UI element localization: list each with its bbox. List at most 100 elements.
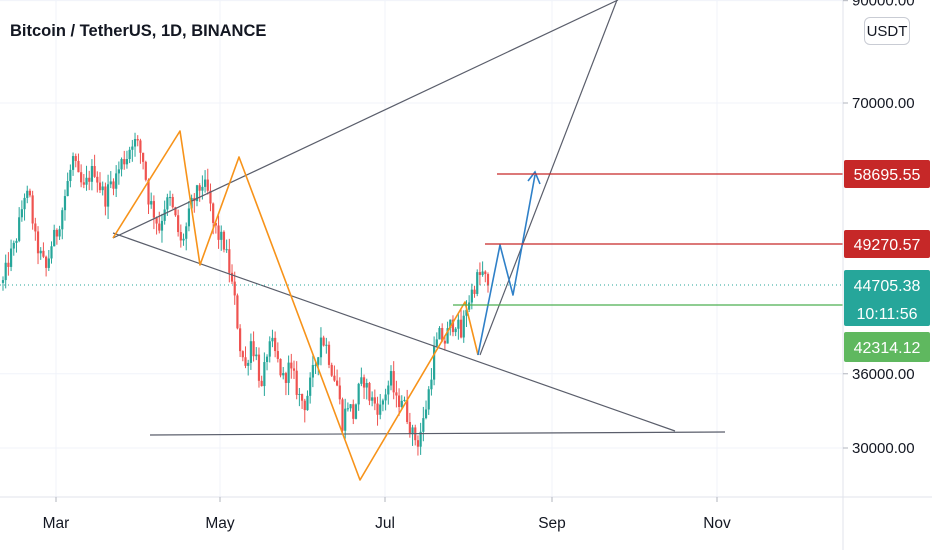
candle-body	[473, 289, 476, 294]
candle-body	[438, 327, 441, 340]
candle-body	[260, 380, 263, 387]
candle-body	[470, 289, 473, 303]
candle-body	[166, 197, 169, 210]
candle-body	[276, 351, 279, 359]
candle-body	[284, 373, 288, 383]
candle-body	[457, 319, 460, 329]
candle-body	[336, 380, 339, 386]
candle-body	[125, 159, 129, 165]
candle-body	[115, 173, 118, 189]
candle-body	[58, 229, 61, 237]
candle-body	[4, 262, 7, 281]
x-tick-label: May	[205, 515, 235, 532]
candle-body	[28, 190, 32, 196]
candle-body	[433, 346, 436, 380]
candle-body	[96, 176, 99, 183]
candle-body	[295, 370, 298, 395]
price-tag-42314-bg	[844, 332, 930, 362]
candle-body	[139, 140, 142, 153]
candle-body	[462, 315, 465, 338]
currency-unit-button[interactable]: USDT	[864, 17, 910, 45]
candle-body	[12, 242, 15, 249]
candle-body	[241, 351, 244, 358]
candle-body	[182, 238, 185, 241]
projection-line	[479, 0, 618, 356]
candle-body	[271, 337, 274, 342]
y-tick-label: 90000.00	[852, 0, 915, 10]
candle-body	[403, 399, 406, 401]
candle-body	[306, 395, 309, 411]
candle-body	[419, 431, 422, 447]
candle-body	[430, 379, 433, 390]
candle-body	[365, 382, 368, 388]
candle-body	[179, 232, 182, 241]
candle-body	[357, 383, 360, 405]
candle-body	[244, 357, 247, 366]
candle-body	[201, 186, 204, 191]
candle-body	[142, 152, 145, 162]
candle-body	[42, 250, 45, 257]
candle-body	[98, 182, 102, 191]
candle-body	[360, 377, 363, 384]
candle-body	[292, 368, 296, 371]
candle-body	[36, 231, 40, 254]
candle-body	[422, 418, 425, 432]
candle-body	[354, 404, 358, 419]
candle-body	[228, 249, 231, 273]
candle-body	[152, 201, 155, 218]
candle-body	[93, 166, 96, 177]
candle-body	[476, 272, 479, 294]
candle-body	[82, 182, 85, 185]
candle-body	[90, 166, 94, 182]
candle-body	[1, 280, 5, 283]
candle-body	[255, 354, 258, 357]
candle-body	[66, 181, 69, 197]
candle-body	[168, 197, 172, 199]
support-line	[149, 431, 726, 436]
candle-body	[300, 393, 304, 401]
orange-zigzag-path	[112, 130, 479, 481]
price-tag-42314: 42314.12	[854, 340, 921, 357]
candle-body	[163, 209, 166, 221]
candle-body	[362, 377, 366, 388]
candle-body	[400, 400, 403, 407]
candle-body	[195, 185, 199, 202]
candle-body	[198, 185, 201, 191]
candle-body	[309, 377, 312, 396]
candle-body	[424, 409, 428, 419]
candle-body	[150, 201, 153, 205]
candle-body	[31, 195, 34, 224]
candle-body	[371, 397, 374, 401]
candle-body	[131, 146, 134, 150]
candle-body	[454, 328, 457, 333]
candle-body	[63, 196, 67, 211]
candle-body	[459, 319, 463, 338]
candle-body	[23, 197, 26, 210]
candle-body	[468, 302, 471, 310]
candle-body	[333, 375, 336, 381]
candle-body	[190, 197, 193, 209]
candle-body	[408, 422, 411, 435]
candle-body	[392, 371, 395, 393]
blue-projection-path	[477, 174, 536, 356]
countdown-tag: 10:11:56	[856, 306, 917, 323]
candle-body	[303, 400, 306, 411]
candle-body	[9, 248, 13, 267]
candle-body	[136, 139, 139, 141]
candle-body	[233, 281, 236, 296]
candle-body	[352, 404, 355, 419]
candle-body	[317, 357, 320, 365]
candle-body	[217, 225, 220, 240]
candle-body	[106, 184, 110, 207]
candle-body	[187, 208, 191, 227]
candle-body	[160, 220, 164, 231]
candle-body	[263, 362, 266, 387]
candle-body	[387, 385, 390, 395]
x-tick-label: Mar	[43, 515, 70, 532]
candle-body	[252, 341, 255, 357]
candle-body	[39, 250, 42, 254]
current-price-tag: 44705.38	[854, 278, 921, 295]
candle-body	[236, 295, 239, 329]
candle-body	[265, 356, 269, 363]
